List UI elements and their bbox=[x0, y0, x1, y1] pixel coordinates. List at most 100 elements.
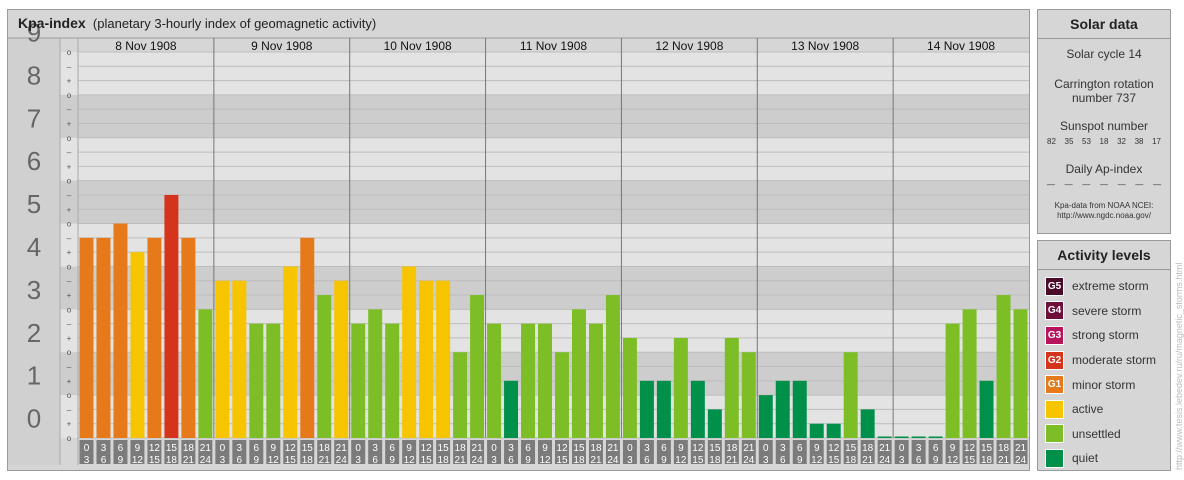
time-start-label: 9 bbox=[950, 443, 956, 454]
time-end-label: 24 bbox=[743, 455, 755, 466]
activity-levels-list: G5 extreme storm G4 severe storm G3 strong st… bbox=[1038, 270, 1170, 471]
activity-level-item: quiet bbox=[1038, 446, 1170, 471]
kp-bar bbox=[741, 352, 756, 438]
time-cell bbox=[436, 440, 451, 464]
time-start-label: 3 bbox=[508, 443, 514, 454]
time-cell bbox=[283, 440, 298, 464]
time-start-label: 18 bbox=[998, 443, 1010, 454]
time-cell bbox=[928, 440, 943, 464]
time-start-label: 21 bbox=[879, 443, 891, 454]
time-start-label: 3 bbox=[237, 443, 243, 454]
kp-bar bbox=[402, 266, 417, 438]
time-start-label: 12 bbox=[149, 443, 161, 454]
y-subtick-label: + bbox=[67, 119, 72, 128]
activity-level-swatch: G1 bbox=[1045, 375, 1064, 395]
time-cell bbox=[860, 440, 875, 464]
time-cell bbox=[317, 440, 332, 464]
day-label: 10 Nov 1908 bbox=[384, 39, 452, 53]
time-start-label: 6 bbox=[933, 443, 939, 454]
time-start-label: 18 bbox=[455, 443, 467, 454]
time-start-label: 0 bbox=[220, 443, 226, 454]
time-start-label: 21 bbox=[607, 443, 619, 454]
kp-bar bbox=[96, 237, 111, 438]
time-cell bbox=[690, 440, 705, 464]
kp-bar bbox=[113, 223, 128, 438]
time-end-label: 3 bbox=[355, 455, 361, 466]
day-label: 8 Nov 1908 bbox=[115, 39, 177, 53]
time-cell bbox=[758, 440, 773, 464]
time-cell bbox=[588, 440, 603, 464]
time-end-label: 15 bbox=[556, 455, 568, 466]
activity-levels-title: Activity levels bbox=[1038, 241, 1170, 270]
time-start-label: 6 bbox=[797, 443, 803, 454]
source-link[interactable]: http://www.ngdc.noaa.gov/ bbox=[1057, 211, 1151, 220]
activity-level-swatch: G5 bbox=[1045, 276, 1064, 296]
activity-level-swatch bbox=[1045, 448, 1064, 468]
kp-bar bbox=[690, 380, 705, 438]
time-start-label: 21 bbox=[336, 443, 348, 454]
time-end-label: 15 bbox=[149, 455, 161, 466]
time-start-label: 0 bbox=[627, 443, 633, 454]
time-end-label: 12 bbox=[811, 455, 823, 466]
time-cell bbox=[911, 440, 926, 464]
time-end-label: 21 bbox=[319, 455, 331, 466]
time-start-label: 6 bbox=[389, 443, 395, 454]
time-cell bbox=[605, 440, 620, 464]
time-start-label: 12 bbox=[556, 443, 568, 454]
y-subtick-label: o bbox=[67, 177, 72, 186]
ap-value: — bbox=[1117, 180, 1126, 189]
time-cell bbox=[385, 440, 400, 464]
ap-value: — bbox=[1064, 180, 1073, 189]
time-end-label: 18 bbox=[302, 455, 314, 466]
time-cell bbox=[79, 440, 94, 464]
y-subtick-label: o bbox=[67, 91, 72, 100]
time-start-label: 3 bbox=[101, 443, 107, 454]
sunspot-value: 38 bbox=[1134, 137, 1144, 146]
y-tick-label: 3 bbox=[27, 275, 41, 305]
time-cell bbox=[639, 440, 654, 464]
time-end-label: 9 bbox=[797, 455, 803, 466]
activity-level-swatch bbox=[1045, 424, 1064, 444]
time-end-label: 3 bbox=[491, 455, 497, 466]
time-start-label: 12 bbox=[285, 443, 297, 454]
solar-data-title: Solar data bbox=[1038, 10, 1170, 39]
time-cell bbox=[453, 440, 468, 464]
activity-level-label: severe storm bbox=[1072, 303, 1142, 318]
time-end-label: 18 bbox=[981, 455, 993, 466]
time-cell bbox=[147, 440, 162, 464]
time-cell bbox=[113, 440, 128, 464]
activity-level-item: G3 strong storm bbox=[1038, 323, 1170, 348]
time-cell bbox=[266, 440, 281, 464]
time-end-label: 15 bbox=[828, 455, 840, 466]
kp-bar bbox=[826, 423, 841, 438]
y-subtick-label: – bbox=[67, 405, 72, 414]
y-tick-label: 2 bbox=[27, 318, 41, 348]
kp-bar bbox=[334, 280, 349, 438]
kp-bar bbox=[232, 280, 247, 438]
time-end-label: 12 bbox=[132, 455, 144, 466]
kp-bar bbox=[911, 436, 926, 438]
band bbox=[8, 94, 1029, 138]
time-cell bbox=[521, 440, 536, 464]
kp-bar bbox=[504, 380, 519, 438]
time-cell bbox=[470, 440, 485, 464]
activity-level-item: G4 severe storm bbox=[1038, 299, 1170, 324]
time-start-label: 6 bbox=[661, 443, 667, 454]
time-end-label: 3 bbox=[627, 455, 633, 466]
chart-subtitle: (planetary 3-hourly index of geomagnetic… bbox=[92, 16, 377, 31]
carrington-line2: number 737 bbox=[1071, 91, 1137, 105]
time-start-label: 12 bbox=[421, 443, 433, 454]
time-cell bbox=[249, 440, 264, 464]
time-end-label: 21 bbox=[726, 455, 738, 466]
y-subtick-label: o bbox=[67, 391, 72, 400]
kp-bar bbox=[317, 295, 332, 438]
time-start-label: 9 bbox=[135, 443, 141, 454]
time-end-label: 9 bbox=[254, 455, 260, 466]
time-end-label: 12 bbox=[539, 455, 551, 466]
activity-level-item: unsettled bbox=[1038, 422, 1170, 447]
time-start-label: 15 bbox=[302, 443, 314, 454]
activity-level-label: minor storm bbox=[1072, 377, 1136, 392]
sunspot-value: 17 bbox=[1152, 137, 1161, 146]
y-subtick-label: o bbox=[67, 434, 72, 443]
time-end-label: 6 bbox=[644, 455, 650, 466]
